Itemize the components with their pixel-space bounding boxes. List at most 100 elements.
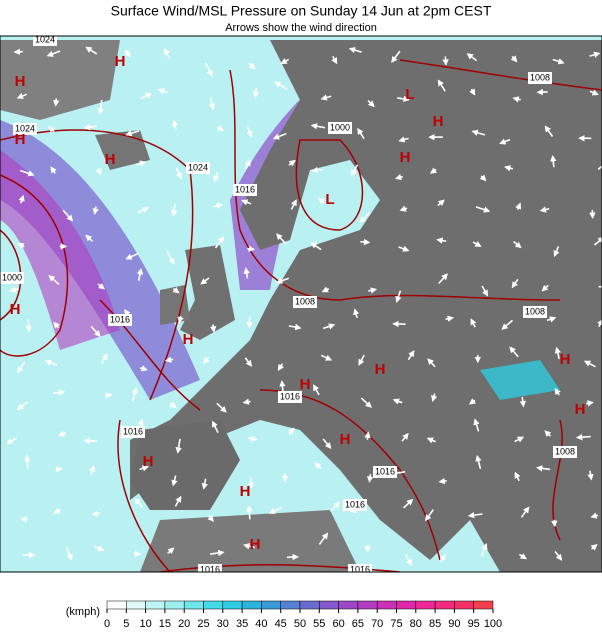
wind-arrow — [125, 49, 132, 58]
wind-arrow — [137, 206, 150, 214]
isobar-label: 1024 — [15, 123, 35, 133]
wind-arrow — [213, 172, 220, 183]
wind-arrow — [575, 433, 591, 441]
title: Surface Wind/MSL Pressure on Sunday 14 J… — [111, 3, 492, 19]
wind-arrow — [311, 166, 323, 174]
wind-arrow — [348, 47, 362, 54]
legend: 0 5 10 15 20 25 30 35 40 45 50 55 60 65 70 75 80 85 90 95 10… — [104, 600, 502, 630]
wind-arrow — [360, 238, 371, 246]
land-europe — [130, 40, 602, 572]
wind-arrow — [171, 475, 178, 487]
legend-tick-label: 25 — [197, 618, 209, 630]
wind-arrow — [247, 435, 258, 442]
wind-arrow — [313, 384, 320, 396]
land-africa — [140, 510, 360, 572]
wind-arrow — [554, 551, 563, 561]
isobar-label-bg — [328, 122, 352, 134]
wind-arrow — [472, 240, 482, 247]
wind-arrow — [398, 245, 410, 252]
wind-arrow — [210, 549, 225, 557]
wind-arrow — [593, 236, 602, 246]
isobar-label: 1016 — [350, 564, 370, 574]
wind-arrow — [439, 553, 447, 563]
legend-tick-label: 35 — [236, 618, 248, 630]
wind-arrow — [394, 173, 403, 181]
wind-arrow — [392, 398, 403, 405]
wind-arrow — [213, 202, 224, 209]
wind-arrow — [216, 402, 227, 413]
pressure-marker: H — [15, 73, 26, 90]
wind-arrow — [318, 532, 329, 545]
wind-arrow — [5, 437, 17, 445]
wind-arrow — [475, 206, 491, 213]
wind-arrow — [514, 436, 525, 443]
wind-arrow — [586, 400, 594, 407]
wind-arrow — [550, 154, 557, 168]
wind-arrow — [89, 465, 96, 475]
pressure-marker: H — [400, 149, 411, 166]
pressure-marker: H — [240, 483, 251, 500]
wind-arrow — [466, 53, 478, 62]
wind-arrow — [322, 438, 332, 449]
wind-arrow — [136, 267, 144, 281]
wind-arrow — [552, 58, 565, 65]
black-sea — [480, 360, 560, 400]
wind-arrow — [520, 506, 530, 518]
wind-arrow — [16, 92, 28, 99]
wind-arrow — [515, 202, 522, 210]
wind-arrow — [589, 51, 601, 58]
wind-arrow — [201, 478, 208, 490]
legend-tick-label: 20 — [178, 618, 190, 630]
wind-arrow — [277, 363, 284, 371]
wind-arrow — [177, 315, 184, 324]
isobar-label-bg — [528, 72, 552, 84]
wind-arrow — [252, 88, 260, 99]
land-greenland — [0, 40, 120, 120]
wind-arrow — [501, 319, 514, 330]
wind-arrow — [52, 389, 66, 396]
legend-tick-label: 50 — [294, 618, 306, 630]
wind-arrow — [541, 284, 549, 292]
land-ireland — [160, 285, 190, 325]
wind-arrow — [281, 473, 288, 483]
isobar — [399, 59, 602, 91]
wind-arrow — [329, 501, 340, 512]
wind-arrow — [139, 465, 149, 472]
subtitle: Arrows show the wind direction — [225, 22, 377, 34]
legend-tick-label: 80 — [410, 618, 422, 630]
wind-arrow — [90, 325, 101, 338]
wind-arrow — [469, 88, 476, 96]
isobar-label-bg — [553, 446, 577, 458]
wind-arrow — [211, 420, 219, 433]
wind-arrow — [216, 124, 225, 131]
wind-arrow — [241, 199, 252, 206]
wind-arrow — [360, 397, 372, 408]
wind-arrow — [437, 199, 445, 207]
isobar-label-bg — [343, 499, 367, 511]
legend-tick-label: 15 — [159, 618, 171, 630]
legend-swatch — [376, 600, 397, 610]
map-frame — [0, 35, 602, 573]
wind-arrow — [481, 285, 489, 297]
wind-arrow — [175, 438, 182, 454]
pressure-marker: H — [340, 431, 351, 448]
pressure-marker: L — [325, 191, 334, 208]
legend-swatch — [357, 600, 378, 610]
wind-arrow — [353, 308, 360, 319]
legend-swatch — [338, 600, 359, 610]
legend-swatch — [203, 600, 224, 610]
wind-arrow — [438, 273, 448, 284]
pressure-marker: H — [143, 453, 154, 470]
wind-arrow — [200, 277, 210, 285]
legend-swatch — [473, 600, 494, 610]
wind-arrow — [125, 252, 139, 260]
wind-arrow — [163, 47, 170, 59]
wind-arrow — [402, 498, 414, 509]
wind-arrow — [139, 365, 148, 372]
legend-tick-label: 40 — [255, 618, 267, 630]
wind-arrow — [53, 507, 61, 514]
wind-arrow — [210, 324, 217, 333]
wind-arrow — [504, 165, 514, 172]
pressure-marker: H — [300, 376, 311, 393]
land-britain — [180, 245, 235, 340]
